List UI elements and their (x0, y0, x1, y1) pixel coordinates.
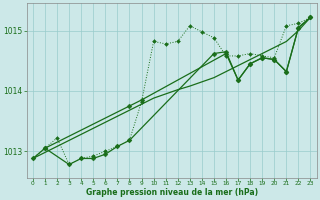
X-axis label: Graphe pression niveau de la mer (hPa): Graphe pression niveau de la mer (hPa) (86, 188, 258, 197)
